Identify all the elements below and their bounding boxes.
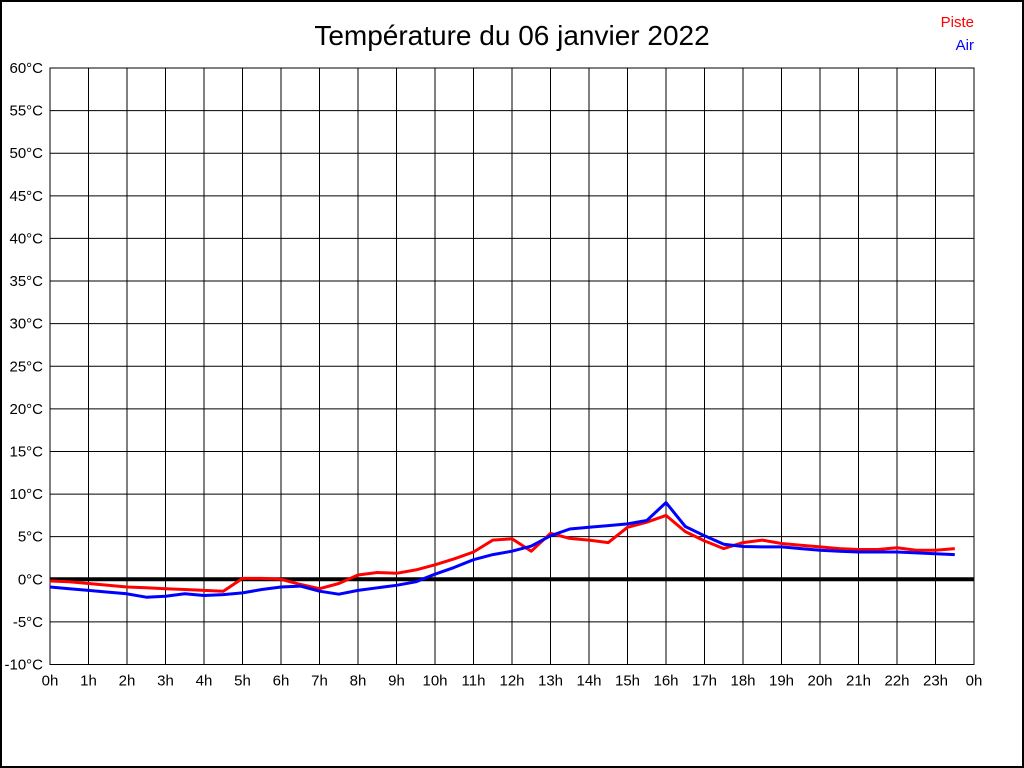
x-tick-label: 8h: [350, 673, 367, 690]
x-tick-label: 3h: [157, 673, 174, 690]
x-tick-label: 18h: [730, 673, 755, 690]
x-tick-label: 16h: [653, 673, 678, 690]
x-tick-label: 12h: [499, 673, 524, 690]
x-tick-label: 17h: [692, 673, 717, 690]
y-tick-label: 10°C: [9, 486, 43, 503]
x-tick-label: 1h: [80, 673, 97, 690]
x-tick-label: 22h: [884, 673, 909, 690]
y-tick-label: 50°C: [9, 145, 43, 162]
chart-legend: Piste Air: [941, 11, 974, 57]
x-tick-label: 15h: [615, 673, 640, 690]
y-tick-label: 20°C: [9, 401, 43, 418]
x-tick-label: 9h: [388, 673, 405, 690]
y-tick-label: -10°C: [4, 657, 43, 674]
y-tick-label: 25°C: [9, 358, 43, 375]
plot-border: [49, 67, 975, 665]
air-series-line: [49, 501, 955, 599]
x-tick-label: 4h: [196, 673, 213, 690]
x-tick-label: 23h: [923, 673, 948, 690]
x-tick-label: 0h: [966, 673, 983, 690]
y-tick-label: 5°C: [18, 529, 43, 546]
y-tick-label: 40°C: [9, 230, 43, 247]
y-tick-label: 0°C: [18, 571, 43, 588]
x-tick-label: 2h: [119, 673, 136, 690]
y-tick-label: 15°C: [9, 443, 43, 460]
x-tick-label: 14h: [576, 673, 601, 690]
legend-item-piste: Piste: [940, 14, 974, 31]
x-tick-label: 7h: [311, 673, 328, 690]
x-tick-label: 21h: [846, 673, 871, 690]
y-tick-label: 35°C: [9, 273, 43, 290]
y-tick-label: 45°C: [9, 188, 43, 205]
x-tick-label: 6h: [273, 673, 290, 690]
x-tick-label: 10h: [422, 673, 447, 690]
x-tick-label: 11h: [462, 673, 486, 690]
y-tick-label: -5°C: [13, 614, 43, 631]
x-tick-label: 20h: [807, 673, 832, 690]
y-tick-label: 60°C: [9, 60, 43, 77]
x-tick-label: 5h: [234, 673, 251, 690]
x-tick-label: 13h: [538, 673, 563, 690]
y-tick-label: 30°C: [9, 316, 43, 333]
piste-series-line: [49, 513, 955, 593]
chart-title: Température du 06 janvier 2022: [314, 20, 710, 51]
legend-item-air: Air: [955, 37, 974, 54]
x-tick-label: 0h: [42, 673, 59, 690]
y-tick-label: 55°C: [9, 103, 43, 120]
x-tick-label: 19h: [769, 673, 794, 690]
